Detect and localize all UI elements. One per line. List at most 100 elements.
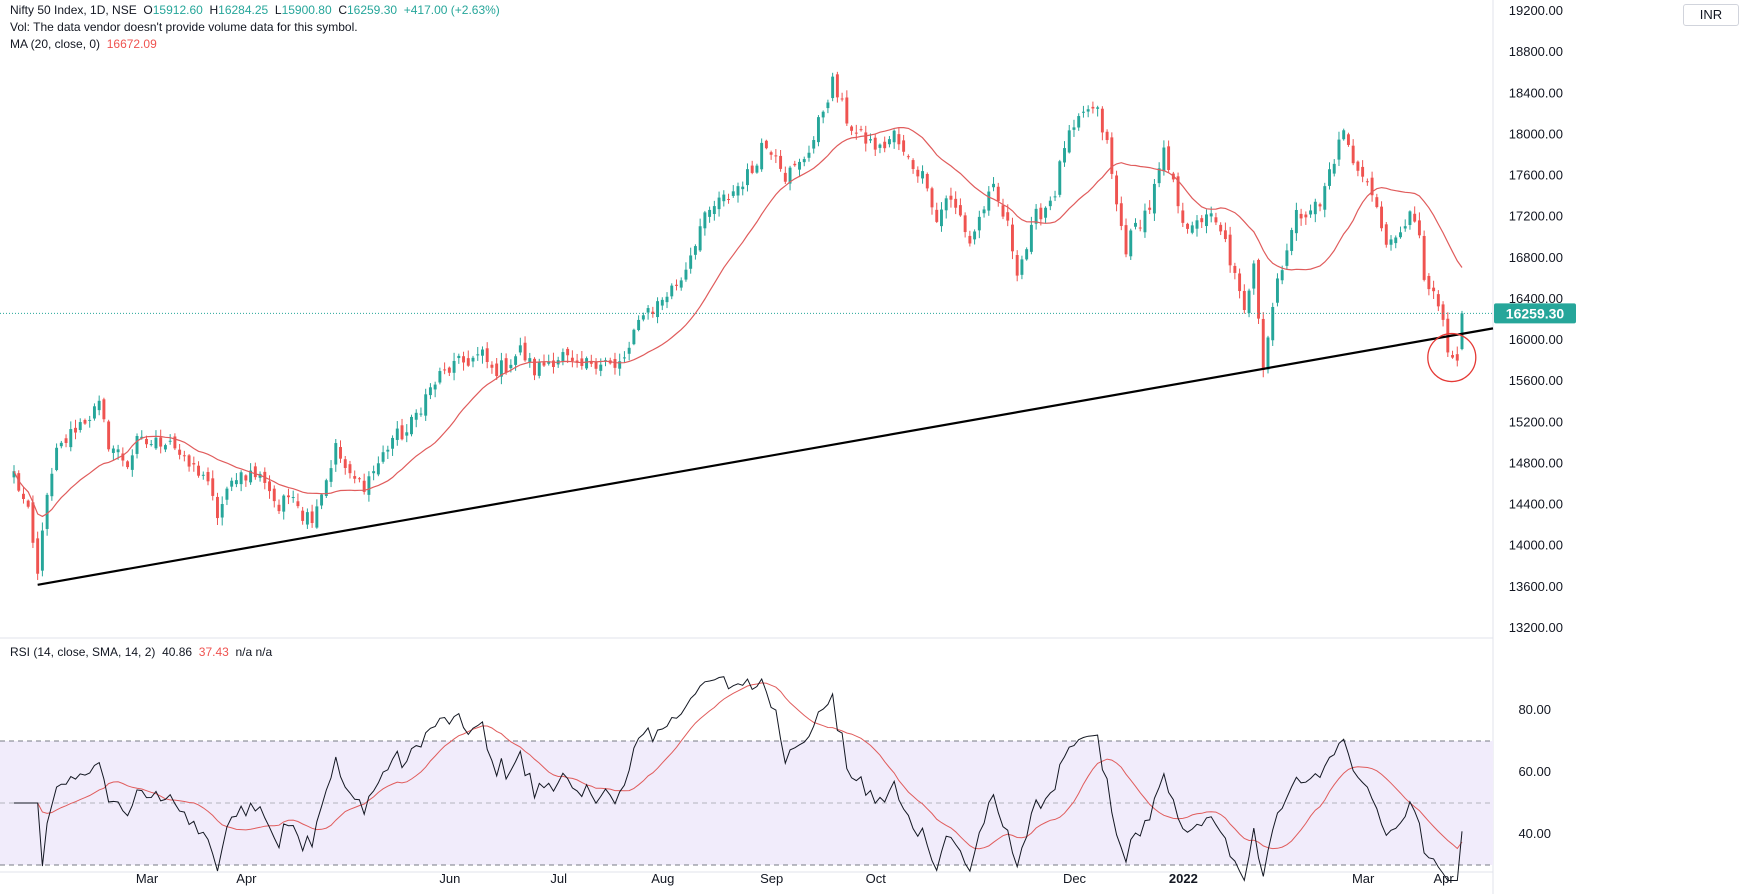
candle-body — [646, 308, 650, 313]
candle-body — [816, 117, 820, 143]
candle-body — [542, 362, 546, 366]
rsi-sma-value: 37.43 — [198, 645, 229, 659]
high-label: H — [209, 3, 219, 17]
candle-body — [78, 422, 82, 430]
highlight-circle — [1427, 332, 1477, 383]
rsi-legend: RSI (14, close, SMA, 14, 2) 40.86 37.43 … — [10, 645, 272, 659]
candle-body — [97, 400, 101, 411]
candle-body — [1006, 212, 1010, 221]
candle-body — [1323, 186, 1327, 210]
rsi-label: RSI (14, close, SMA, 14, 2) — [10, 645, 156, 659]
candle-body — [187, 455, 191, 467]
time-tick-label: Mar — [136, 871, 159, 886]
low-value: 15900.80 — [281, 3, 332, 17]
candle-body — [1408, 211, 1412, 225]
candle-body — [1247, 290, 1251, 314]
candle-body — [798, 161, 801, 170]
candle-body — [391, 437, 395, 449]
candle-body — [528, 358, 532, 363]
candle-body — [268, 481, 271, 492]
candle-body — [69, 429, 73, 448]
candle-body — [291, 497, 295, 499]
candle-body — [239, 472, 243, 485]
candle-body — [599, 364, 603, 371]
price-tick-label: 18400.00 — [1509, 85, 1563, 100]
candle-body — [64, 438, 68, 443]
candle-body — [940, 209, 943, 227]
candle-body — [462, 356, 466, 363]
candle-body — [1380, 206, 1384, 229]
rsi-tick-label: 40.00 — [1518, 826, 1551, 841]
candle-body — [533, 358, 536, 376]
candle-body — [1096, 107, 1100, 109]
currency-button[interactable]: INR — [1683, 4, 1739, 26]
candle-body — [1100, 108, 1104, 133]
time-tick-label: Jun — [439, 871, 460, 886]
candle-body — [793, 163, 797, 166]
candle-body — [424, 394, 428, 416]
price-tick-label: 14400.00 — [1509, 497, 1563, 512]
candle-body — [173, 436, 177, 449]
candle-body — [551, 360, 555, 367]
candle-body — [1200, 218, 1204, 223]
candle-body — [873, 137, 877, 150]
candle-body — [1167, 146, 1171, 170]
candle-body — [102, 399, 106, 420]
candle-body — [12, 471, 16, 478]
price-tick-label: 14800.00 — [1509, 455, 1563, 470]
candle-body — [249, 470, 253, 483]
rsi-value: 40.86 — [162, 645, 193, 659]
symbol-name: Nifty 50 Index, 1D, NSE — [10, 3, 137, 17]
candle-body — [1290, 230, 1294, 251]
candle-body — [36, 538, 40, 574]
candle-body — [1417, 220, 1421, 236]
change-value: +417.00 (+2.63%) — [403, 3, 500, 17]
candle-body — [1455, 354, 1459, 361]
candle-body — [1328, 169, 1331, 186]
candle-body — [968, 235, 972, 244]
candle-body — [1015, 255, 1019, 276]
candle-body — [357, 478, 361, 480]
candle-body — [987, 191, 991, 211]
candle-body — [206, 471, 210, 482]
candle-body — [40, 530, 44, 571]
candle-body — [1394, 237, 1398, 244]
low-label: L — [274, 3, 282, 17]
candle-body — [764, 140, 768, 149]
candle-body — [339, 446, 342, 459]
candle-body — [1115, 175, 1119, 205]
candle-body — [1129, 230, 1133, 257]
time-tick-label: Oct — [866, 871, 887, 886]
candle-body — [651, 311, 655, 314]
candle-body — [433, 384, 437, 390]
candle-body — [1214, 217, 1218, 223]
candle-body — [783, 172, 787, 182]
candle-body — [911, 160, 915, 170]
candle-body — [840, 98, 844, 100]
candle-body — [902, 140, 906, 152]
candle-body — [1422, 235, 1426, 280]
last-price-tag — [1494, 303, 1576, 324]
candle-body — [301, 510, 305, 521]
candle-body — [1205, 214, 1208, 227]
candle-body — [107, 421, 111, 450]
candle-body — [1091, 106, 1095, 109]
candle-body — [1275, 278, 1279, 303]
rsi-sma-line — [14, 682, 1463, 850]
candle-body — [1081, 111, 1085, 113]
candle-body — [495, 363, 499, 377]
candle-body — [675, 284, 678, 286]
candle-body — [230, 480, 234, 487]
trendline-layer — [0, 312, 1494, 586]
candle-body — [632, 329, 636, 345]
candle-body — [992, 183, 995, 188]
candle-body — [977, 216, 981, 231]
trendline — [37, 327, 1494, 586]
candle-body — [55, 447, 59, 471]
price-tick-label: 16400.00 — [1509, 291, 1563, 306]
candle-body — [509, 364, 513, 369]
candle-body — [121, 453, 125, 461]
ma-value: 16672.09 — [106, 37, 157, 51]
candle-body — [1441, 304, 1445, 320]
